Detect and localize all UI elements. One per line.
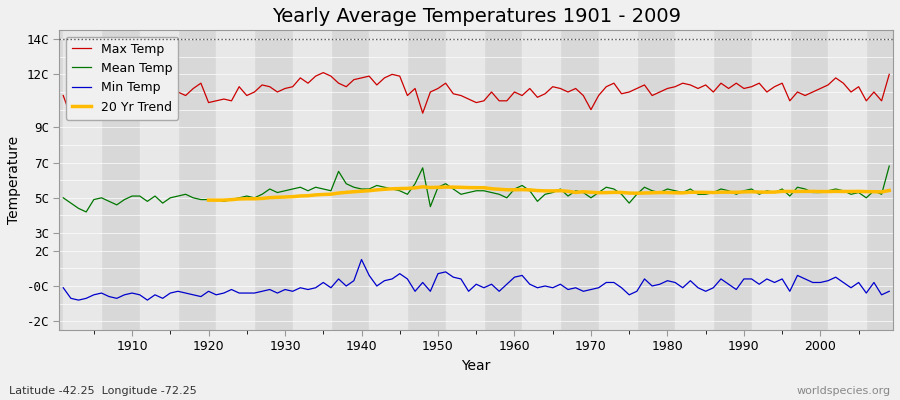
Mean Temp xyxy=(81,210,92,214)
Max Temp xyxy=(616,91,627,96)
20 Yr Trend xyxy=(509,187,520,192)
Mean Temp xyxy=(517,183,527,188)
Y-axis label: Temperature: Temperature xyxy=(7,136,21,224)
Max Temp xyxy=(318,70,328,75)
Text: worldspecies.org: worldspecies.org xyxy=(796,386,891,396)
20 Yr Trend xyxy=(501,187,512,192)
20 Yr Trend xyxy=(287,194,298,199)
Min Temp xyxy=(295,285,306,290)
Line: Mean Temp: Mean Temp xyxy=(63,166,889,212)
Legend: Max Temp, Mean Temp, Min Temp, 20 Yr Trend: Max Temp, Mean Temp, Min Temp, 20 Yr Tre… xyxy=(66,36,178,120)
Line: 20 Yr Trend: 20 Yr Trend xyxy=(209,187,889,200)
Min Temp xyxy=(73,298,84,302)
Max Temp xyxy=(517,93,527,98)
Text: Latitude -42.25  Longitude -72.25: Latitude -42.25 Longitude -72.25 xyxy=(9,386,197,396)
Bar xyxy=(598,30,637,330)
Min Temp xyxy=(356,257,367,262)
Min Temp xyxy=(525,282,535,287)
Bar xyxy=(63,30,102,330)
Bar xyxy=(446,30,484,330)
Bar xyxy=(140,30,178,330)
Mean Temp xyxy=(341,181,352,186)
Min Temp xyxy=(616,285,627,290)
Max Temp xyxy=(81,116,92,121)
Mean Temp xyxy=(509,186,520,191)
Line: Min Temp: Min Temp xyxy=(63,260,889,300)
Bar xyxy=(522,30,561,330)
Min Temp xyxy=(127,291,138,296)
Mean Temp xyxy=(608,186,619,191)
Bar xyxy=(752,30,790,330)
Max Temp xyxy=(127,100,138,105)
Min Temp xyxy=(884,289,895,294)
Mean Temp xyxy=(884,164,895,168)
Max Temp xyxy=(58,93,68,98)
Bar xyxy=(216,30,255,330)
Min Temp xyxy=(58,285,68,290)
Title: Yearly Average Temperatures 1901 - 2009: Yearly Average Temperatures 1901 - 2009 xyxy=(272,7,680,26)
20 Yr Trend xyxy=(601,190,612,195)
Bar xyxy=(369,30,408,330)
Mean Temp xyxy=(295,185,306,190)
20 Yr Trend xyxy=(333,191,344,196)
X-axis label: Year: Year xyxy=(462,359,490,373)
Max Temp xyxy=(348,77,359,82)
20 Yr Trend xyxy=(884,188,895,193)
Min Temp xyxy=(341,284,352,288)
Min Temp xyxy=(517,273,527,278)
Max Temp xyxy=(295,76,306,80)
Mean Temp xyxy=(127,194,138,198)
Line: Max Temp: Max Temp xyxy=(63,73,889,118)
Bar xyxy=(828,30,867,330)
Bar xyxy=(292,30,331,330)
Max Temp xyxy=(525,86,535,91)
Bar xyxy=(675,30,714,330)
Mean Temp xyxy=(58,196,68,200)
Max Temp xyxy=(884,72,895,77)
